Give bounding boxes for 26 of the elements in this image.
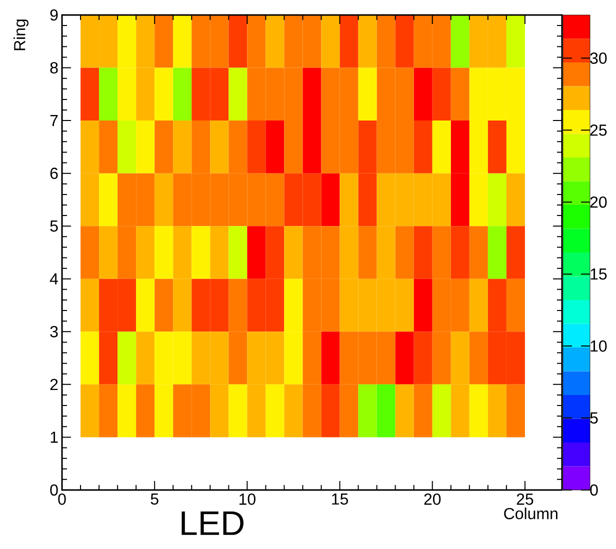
color-bar-label: 5 bbox=[590, 412, 598, 424]
y-tick-label: 3 bbox=[50, 326, 58, 338]
y-tick-label: 1 bbox=[50, 432, 58, 443]
color-bar-label: 20 bbox=[590, 196, 607, 208]
color-bar-label: 15 bbox=[590, 268, 607, 280]
color-bar-label: 30 bbox=[590, 52, 607, 64]
x-tick-label: 10 bbox=[240, 494, 256, 505]
y-tick-label: 2 bbox=[50, 378, 58, 390]
x-tick-label: 5 bbox=[150, 494, 158, 505]
y-tick-label: 5 bbox=[50, 220, 58, 232]
x-axis-title: Column bbox=[504, 508, 558, 520]
text: LED bbox=[182, 512, 244, 535]
color-bar-label: 25 bbox=[590, 124, 607, 136]
y-tick-label: 4 bbox=[50, 273, 58, 284]
y-tick-label: 6 bbox=[50, 168, 58, 179]
x-tick-label: 15 bbox=[332, 494, 348, 505]
x-tick-label: 0 bbox=[58, 494, 66, 505]
color-bar-label: 0 bbox=[590, 484, 598, 496]
x-tick-label: 25 bbox=[516, 494, 534, 505]
y-tick-label: 8 bbox=[50, 62, 58, 74]
y-tick-label: 7 bbox=[50, 115, 58, 126]
y-tick-label: 0 bbox=[50, 484, 58, 496]
color-bar-label: 10 bbox=[590, 340, 607, 352]
y-axis-title: Ring bbox=[14, 20, 28, 50]
x-tick-label: 20 bbox=[424, 494, 441, 505]
y-tick-label: 9 bbox=[50, 9, 58, 21]
